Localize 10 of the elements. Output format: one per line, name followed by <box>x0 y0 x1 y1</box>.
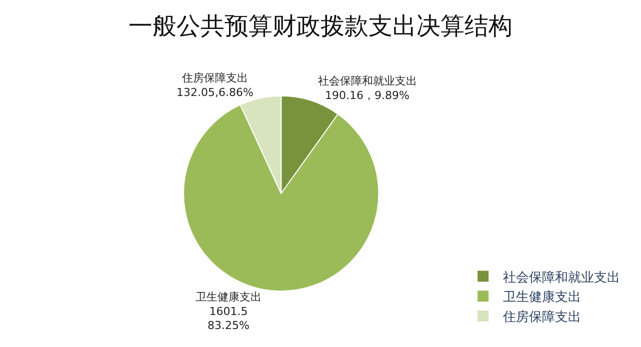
data-label: 1601.5 83.25% <box>208 304 250 332</box>
slice-label: 卫生健康支出 <box>195 290 262 304</box>
slice-label: 住房保障支出 <box>182 72 248 85</box>
legend-label: 住房保障支出 <box>502 309 582 326</box>
data-label: 132.05,6.86% <box>176 86 254 99</box>
legend-label: 卫生健康支出 <box>503 290 582 306</box>
legend-label: 社会保障和就业支出 <box>503 270 620 286</box>
chart-title: 一般公共预算财政拨款支出决算结构 <box>128 12 512 40</box>
slice-label: 社会保障和就业支出 <box>318 74 417 88</box>
data-label: 190.16，9.89% <box>325 88 410 102</box>
